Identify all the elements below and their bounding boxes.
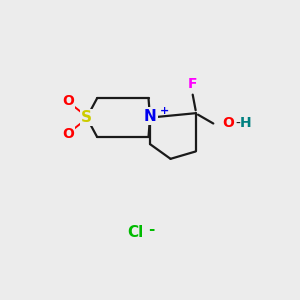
Text: H: H [239, 116, 251, 130]
Text: Cl: Cl [127, 225, 143, 240]
Text: N: N [144, 109, 156, 124]
Text: S: S [81, 110, 92, 125]
Text: F: F [188, 77, 197, 91]
Text: O: O [62, 127, 74, 141]
Text: O: O [62, 94, 74, 108]
Text: -: - [235, 116, 240, 130]
Text: O: O [222, 116, 234, 130]
Text: -: - [148, 222, 155, 237]
Text: +: + [159, 106, 169, 116]
